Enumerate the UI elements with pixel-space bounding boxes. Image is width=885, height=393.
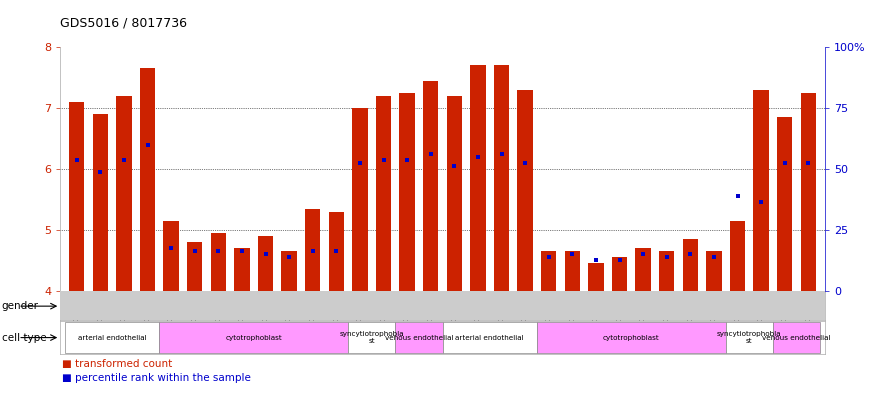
Bar [730,221,745,291]
Text: cytotrophoblast: cytotrophoblast [603,334,659,341]
Bar [116,96,132,291]
FancyBboxPatch shape [442,322,537,353]
FancyBboxPatch shape [442,292,820,320]
Bar [518,90,533,291]
Bar [541,251,557,291]
Bar [470,65,486,291]
Bar [494,65,509,291]
Bar [706,251,721,291]
FancyBboxPatch shape [159,322,348,353]
Text: venous endothelial: venous endothelial [762,334,831,341]
Bar [612,257,627,291]
Bar [589,263,604,291]
Bar [235,248,250,291]
Text: ■ transformed count: ■ transformed count [62,358,173,369]
Text: GDS5016 / 8017736: GDS5016 / 8017736 [60,17,188,29]
Text: venous endothelial: venous endothelial [385,334,453,341]
Text: ■ percentile rank within the sample: ■ percentile rank within the sample [62,373,250,383]
Bar [328,211,344,291]
Bar [281,251,296,291]
Bar [399,93,415,291]
FancyBboxPatch shape [65,292,442,320]
Bar [376,96,391,291]
FancyBboxPatch shape [396,322,442,353]
Bar [635,248,650,291]
Text: arterial endothelial: arterial endothelial [456,334,524,341]
Bar [140,68,155,291]
Text: arterial endothelial: arterial endothelial [78,334,146,341]
Text: syncytiotrophobla
st: syncytiotrophobla st [717,331,781,344]
FancyBboxPatch shape [773,322,820,353]
Text: syncytiotrophobla
st: syncytiotrophobla st [339,331,404,344]
Bar [801,93,816,291]
Bar [305,209,320,291]
FancyBboxPatch shape [537,322,726,353]
Bar [682,239,698,291]
Text: gender: gender [2,301,39,311]
Bar [69,102,84,291]
Bar [659,251,674,291]
Bar [565,251,580,291]
Bar [164,221,179,291]
FancyBboxPatch shape [65,322,159,353]
Bar [423,81,438,291]
Text: cytotrophoblast: cytotrophoblast [226,334,282,341]
Bar [352,108,367,291]
FancyBboxPatch shape [726,322,773,353]
Text: female: female [612,301,650,311]
Bar [211,233,226,291]
Bar [753,90,769,291]
Bar [777,117,792,291]
Bar [187,242,203,291]
Bar [93,114,108,291]
Text: cell type: cell type [2,333,46,343]
Bar [258,236,273,291]
Bar [447,96,462,291]
FancyBboxPatch shape [348,322,396,353]
Text: male: male [240,301,267,311]
